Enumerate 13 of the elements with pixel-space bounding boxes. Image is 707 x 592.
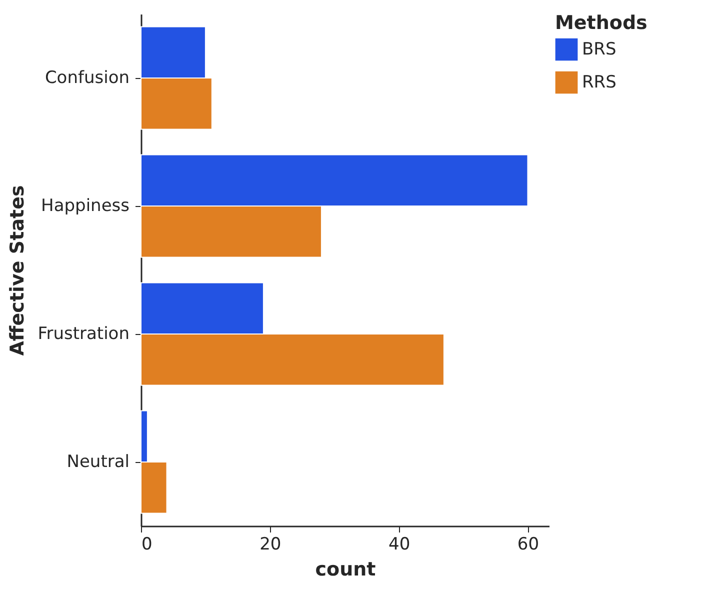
y-tick-label: Neutral (66, 452, 130, 472)
y-tick-label: Happiness (41, 196, 130, 216)
x-tick-label: 40 (388, 534, 410, 554)
x-tick-label: 0 (142, 534, 152, 554)
y-axis-title: Affective States (6, 185, 29, 356)
legend-title: Methods (555, 12, 648, 34)
x-tick-label: 60 (517, 534, 540, 554)
legend-label: BRS (582, 40, 616, 60)
y-tick-label: Confusion (44, 68, 130, 88)
x-tick-label: 20 (260, 534, 282, 554)
y-tick-label: Frustration (38, 324, 130, 344)
x-axis-title: count (315, 558, 376, 580)
legend-label: RRS (582, 72, 616, 92)
